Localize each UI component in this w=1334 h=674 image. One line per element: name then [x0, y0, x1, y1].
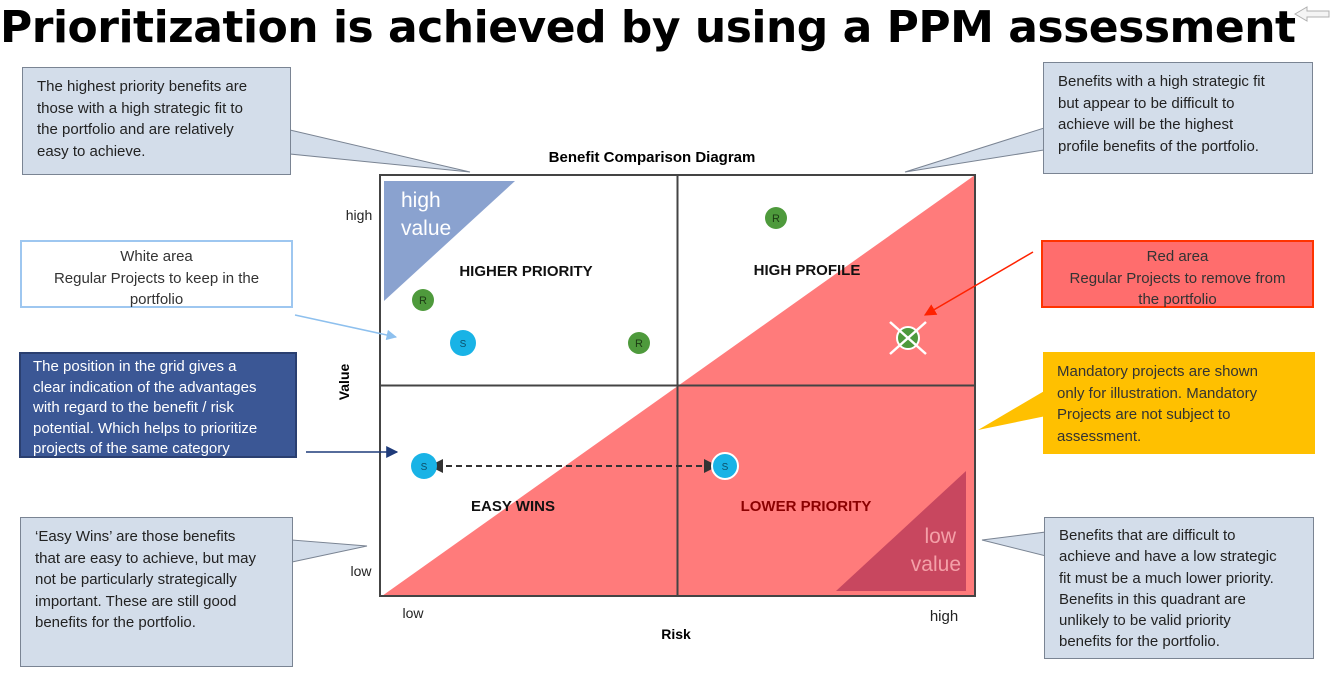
callout-grid-position: The position in the grid gives a clear i… [19, 352, 297, 458]
marker-label: R [772, 213, 780, 225]
x-axis-label: Risk [661, 626, 691, 642]
callout-tail-top-right [904, 127, 1045, 173]
callout-tail-easy-wins [291, 539, 368, 563]
quadrant-easy-wins: EASY WINS [471, 498, 555, 515]
y-axis-label: Value [336, 364, 352, 401]
low-value-label-line-1: low [924, 525, 956, 548]
red-area-arrow [923, 251, 1034, 316]
marker-label: S [421, 462, 428, 473]
project-marker-regular: R [412, 289, 434, 311]
project-marker-strategic: S [411, 453, 437, 479]
y-axis-low-label: low [350, 563, 372, 579]
marker-label: S [722, 462, 729, 473]
callout-lower-priority: Benefits that are difficult to achieve a… [1044, 517, 1314, 659]
navigation-arrow-icon [1294, 6, 1330, 22]
high-value-label-line-2: value [401, 217, 451, 240]
callout-mandatory-projects: Mandatory projects are shown only for il… [1043, 352, 1315, 454]
white-area-arrow [294, 314, 398, 341]
marker-label: R [419, 295, 427, 307]
marker-label: S [460, 339, 467, 350]
callout-high-profile: Benefits with a high strategic fit but a… [1043, 62, 1313, 174]
callout-tail-top-left [289, 129, 471, 173]
callout-red-area: Red area Regular Projects to remove from… [1041, 240, 1314, 308]
callout-highest-priority: The highest priority benefits are those … [22, 67, 291, 175]
quadrant-higher-priority: HIGHER PRIORITY [459, 263, 592, 280]
callout-white-area: White area Regular Projects to keep in t… [20, 240, 293, 308]
marker-label: R [635, 338, 643, 350]
callout-easy-wins: ‘Easy Wins’ are those benefits that are … [20, 517, 293, 667]
project-marker-strategic: S [450, 330, 476, 356]
quadrant-grid [379, 174, 976, 597]
project-marker-regular: R [765, 207, 787, 229]
diagram-title: Benefit Comparison Diagram [549, 149, 756, 166]
project-marker-strategic: S [711, 452, 739, 480]
low-value-triangle [836, 471, 966, 591]
x-axis-high-label: high [930, 608, 958, 625]
slide-title: Prioritization is achieved by using a PP… [0, 2, 1296, 53]
quadrant-lower-priority: LOWER PRIORITY [741, 498, 872, 515]
removed-project-marker-icon [889, 321, 927, 355]
quadrant-high-profile: HIGH PROFILE [754, 262, 861, 279]
high-value-triangle [384, 181, 515, 301]
high-value-label-line-1: high [401, 189, 441, 212]
x-axis-low-label: low [402, 605, 424, 621]
callout-tail-lower-priority [981, 531, 1047, 557]
project-marker-regular: R [628, 332, 650, 354]
callout-tail-mandatory [978, 390, 1046, 430]
low-value-label-line-2: value [911, 553, 961, 576]
y-axis-high-label: high [346, 207, 372, 223]
